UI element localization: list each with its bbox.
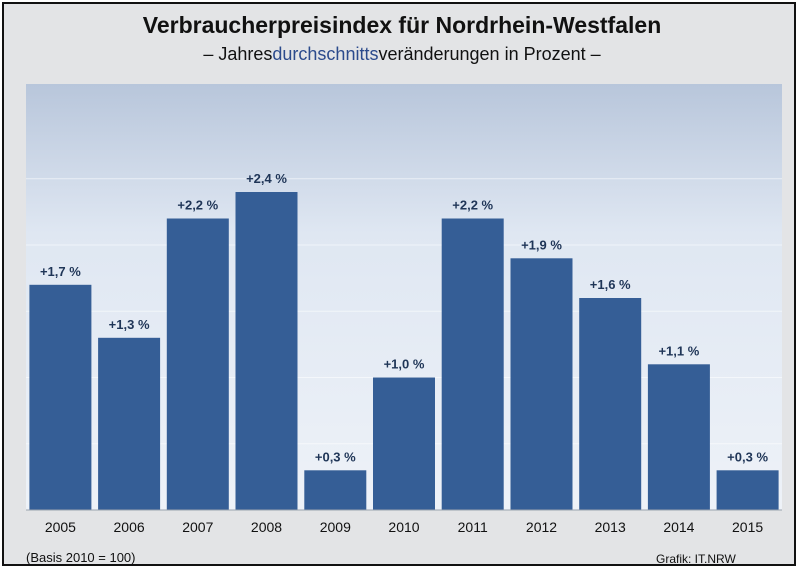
x-tick-label: 2012 [526,519,557,535]
data-label: +1,6 % [590,277,631,292]
x-tick-label: 2006 [114,519,145,535]
data-label: +1,1 % [658,343,699,358]
x-tick-label: 2015 [732,519,763,535]
bar-series [29,192,779,511]
bar [304,470,367,511]
chart-svg: +1,7 % +1,3 % +2,2 % +2,4 % +0,3 % +1,0 % +2,2… [26,84,782,535]
chart-title: Verbraucherpreisindex für Nordrhein-West… [142,12,662,38]
data-label: +1,9 % [521,237,562,252]
bar [441,218,504,510]
data-labels: +1,7 % +1,3 % +2,2 % +2,4 % +0,3 % +1,0 % +2,2… [40,171,768,464]
x-tick-label: 2008 [251,519,282,535]
bar [235,192,298,510]
subtitle-highlight: durchschnitts [272,44,379,64]
data-label: +2,4 % [246,171,287,186]
subtitle-prefix: – Jahres [203,44,273,64]
chart-subtitle: – Jahresdurchschnittsveränderungen in Pr… [4,44,800,65]
basis-note: (Basis 2010 = 100) [26,550,136,565]
x-tick-label: 2011 [458,519,488,535]
subtitle-suffix: veränderungen in Prozent – [378,44,601,64]
data-label: +1,0 % [384,357,425,372]
x-tick-label: 2005 [45,519,76,535]
x-tick-label: 2009 [320,519,351,535]
data-label: +1,7 % [40,264,81,279]
data-label: +1,3 % [109,317,150,332]
bar [29,284,92,511]
data-label: +2,2 % [452,198,493,213]
bar [579,298,642,510]
bar [373,377,435,510]
x-tick-label: 2013 [595,519,626,535]
bar [510,258,573,511]
x-tick-label: 2014 [663,519,694,535]
x-tick-labels: 2005 2006 2007 2008 2009 2010 2011 2012 2013 2014… [45,519,764,535]
bar [647,364,710,511]
data-label: +0,3 % [727,449,768,464]
bar [98,337,161,511]
source-credit: Grafik: IT.NRW [656,552,736,566]
data-label: +0,3 % [315,449,356,464]
bar [716,470,779,511]
x-tick-label: 2010 [388,519,419,535]
x-tick-label: 2007 [182,519,213,535]
data-label: +2,2 % [177,198,218,213]
bar [166,218,229,510]
